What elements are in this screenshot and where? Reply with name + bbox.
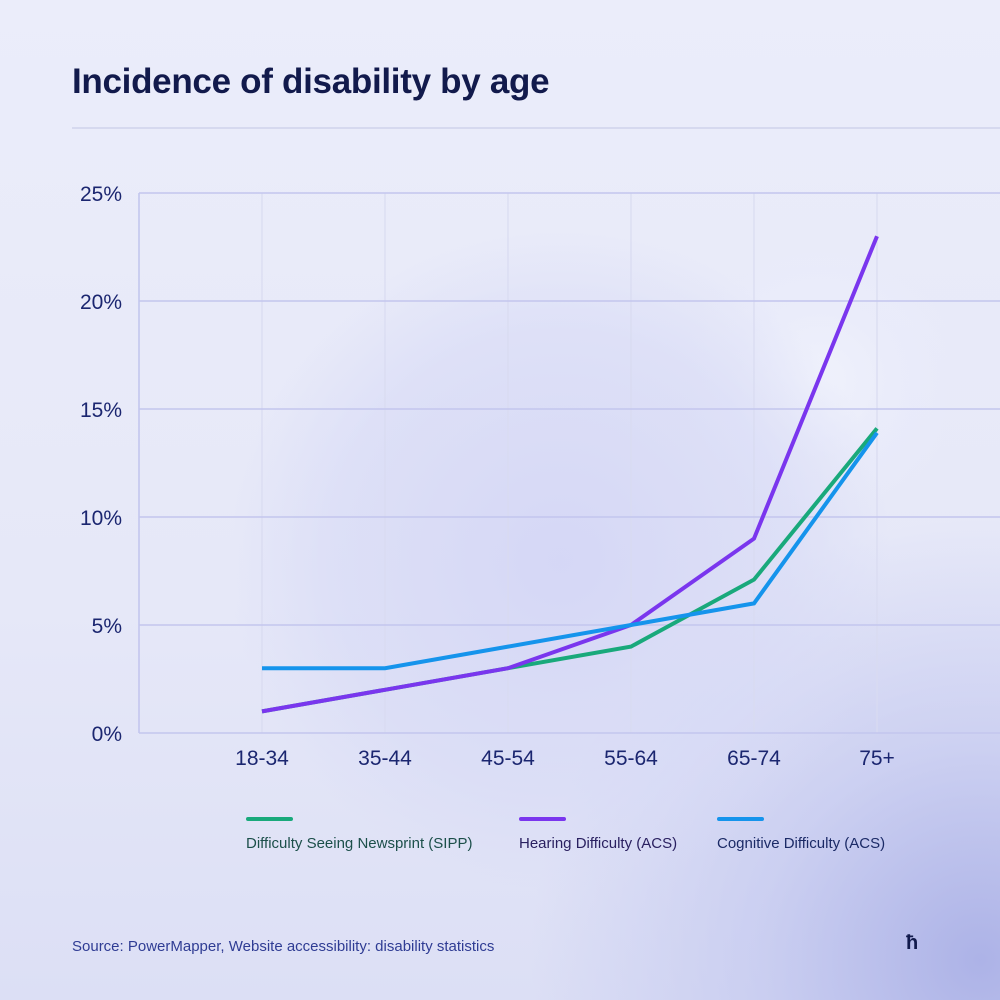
x-tick-label: 65-74 — [727, 747, 781, 770]
source-note: Source: PowerMapper, Website accessibili… — [72, 938, 495, 955]
legend-swatch — [717, 817, 764, 821]
legend-swatch — [519, 817, 566, 821]
y-tick-label: 25% — [80, 183, 122, 206]
y-tick-label: 15% — [80, 399, 122, 422]
y-tick-label: 20% — [80, 291, 122, 314]
grid — [138, 192, 1000, 734]
series-lines — [261, 235, 879, 714]
x-tick-label: 55-64 — [604, 747, 658, 770]
x-tick-label: 35-44 — [358, 747, 412, 770]
y-axis-ticks: 0% 5% 10% 15% 20% 25% — [80, 183, 122, 746]
x-tick-label: 45-54 — [481, 747, 535, 770]
line-chart: 0% 5% 10% 15% 20% 25% 18-34 35-44 45-54 55-64 65-… — [80, 183, 1000, 770]
y-tick-label: 5% — [92, 615, 122, 638]
x-axis-ticks: 18-34 35-44 45-54 55-64 65-74 75+ — [235, 747, 895, 770]
legend-item-hearing-difficulty-acs: Hearing Difficulty (ACS) — [519, 817, 677, 852]
legend-swatch — [246, 817, 293, 821]
series-line-hearing-difficulty-acs — [261, 235, 879, 714]
x-tick-label: 18-34 — [235, 747, 289, 770]
chart-title: Incidence of disability by age — [72, 62, 550, 101]
legend-item-cognitive-difficulty-acs: Cognitive Difficulty (ACS) — [717, 817, 885, 852]
series-line-cognitive-difficulty-acs — [262, 431, 879, 671]
legend-label: Difficulty Seeing Newsprint (SIPP) — [246, 835, 473, 852]
legend: Difficulty Seeing Newsprint (SIPP) Hearin… — [0, 817, 1000, 867]
legend-label: Hearing Difficulty (ACS) — [519, 835, 678, 852]
brand-logo-icon: ћ — [906, 932, 919, 954]
x-tick-label: 75+ — [859, 747, 895, 770]
legend-item-difficulty-seeing-newsprint-sipp: Difficulty Seeing Newsprint (SIPP) — [246, 817, 472, 852]
legend-label: Cognitive Difficulty (ACS) — [717, 835, 886, 852]
y-tick-label: 10% — [80, 507, 122, 530]
y-tick-label: 0% — [92, 723, 122, 746]
title-divider — [72, 127, 1000, 129]
